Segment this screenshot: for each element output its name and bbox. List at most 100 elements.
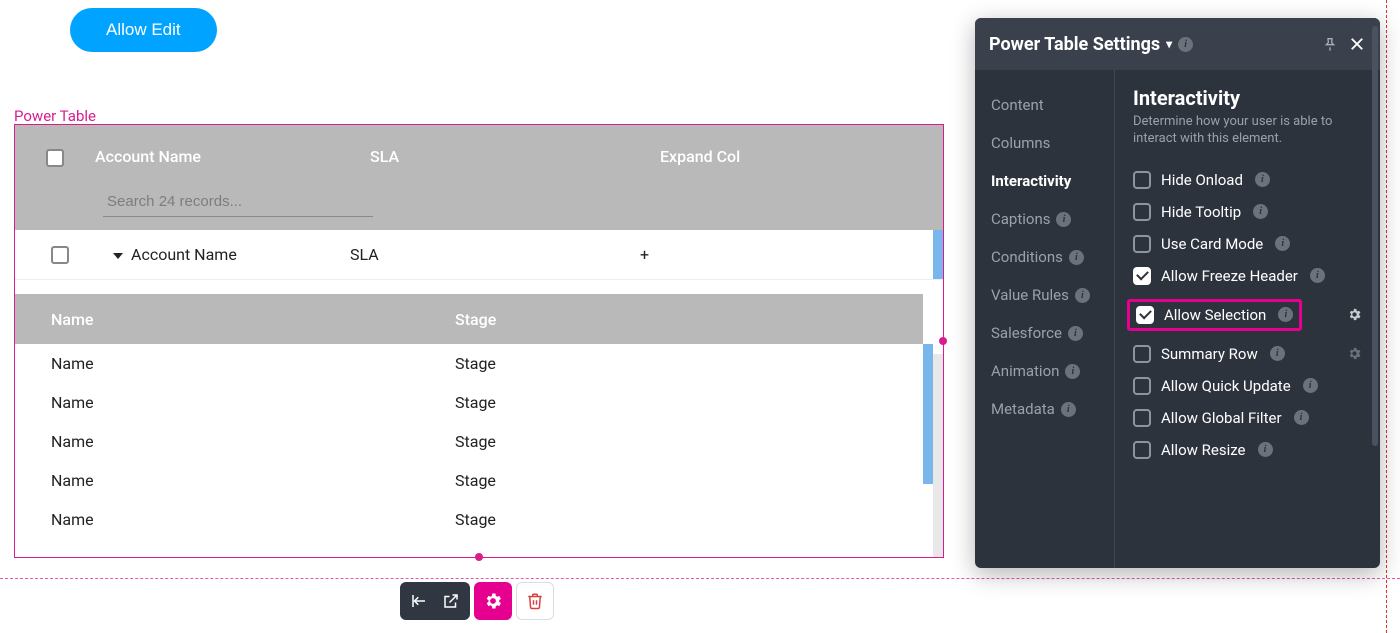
group-row[interactable]: Account Name SLA + (15, 230, 943, 280)
option-hide-tooltip[interactable]: Hide Tooltip i (1133, 196, 1362, 228)
table-row[interactable]: NameStage (15, 344, 923, 383)
option-allow-resize[interactable]: Allow Resize i (1133, 434, 1362, 466)
settings-title-text: Power Table Settings (989, 34, 1160, 55)
select-all-checkbox[interactable] (46, 149, 64, 167)
outer-scrollbar-track[interactable] (933, 354, 943, 557)
inner-body: NameStage NameStage NameStage NameStage … (15, 344, 943, 539)
nav-content[interactable]: Content (975, 86, 1114, 124)
nav-metadata-label: Metadata (991, 400, 1055, 418)
info-icon[interactable]: i (1310, 268, 1325, 283)
info-icon[interactable]: i (1056, 212, 1071, 227)
settings-header: Power Table Settings ▾ i (975, 18, 1380, 70)
nav-columns[interactable]: Columns (975, 124, 1114, 162)
info-icon[interactable]: i (1068, 326, 1083, 341)
checkbox[interactable] (1133, 409, 1151, 427)
resize-handle-bottom[interactable] (475, 553, 483, 561)
info-icon[interactable]: i (1069, 250, 1084, 265)
option-summary-row[interactable]: Summary Row i (1133, 338, 1362, 370)
checkbox[interactable] (1136, 306, 1154, 324)
caret-down-icon[interactable] (113, 253, 123, 259)
checkbox[interactable] (1133, 203, 1151, 221)
cell-name: Name (15, 471, 455, 490)
info-icon[interactable]: i (1258, 442, 1273, 457)
inner-header: Name Stage (15, 294, 923, 344)
option-label: Hide Onload (1161, 171, 1243, 189)
option-gear-icon[interactable] (1347, 307, 1362, 322)
option-label: Allow Freeze Header (1161, 267, 1298, 285)
cell-name: Name (15, 354, 455, 373)
col-account-name[interactable]: Account Name (95, 147, 370, 166)
group-account-name[interactable]: Account Name (85, 245, 350, 264)
horizontal-guide (0, 578, 1400, 579)
group-scrollbar[interactable] (933, 230, 943, 279)
settings-button[interactable] (474, 582, 512, 620)
chevron-down-icon[interactable]: ▾ (1166, 37, 1172, 51)
settings-panel: Power Table Settings ▾ i Content Columns… (975, 18, 1380, 568)
option-gear-icon[interactable] (1347, 346, 1362, 361)
nav-animation[interactable]: Animationi (975, 352, 1114, 390)
inner-col-stage[interactable]: Stage (455, 310, 496, 329)
checkbox[interactable] (1133, 267, 1151, 285)
nav-value-rules[interactable]: Value Rulesi (975, 276, 1114, 314)
option-hide-onload[interactable]: Hide Onload i (1133, 164, 1362, 196)
option-use-card-mode[interactable]: Use Card Mode i (1133, 228, 1362, 260)
info-icon[interactable]: i (1303, 378, 1318, 393)
cell-stage: Stage (455, 432, 496, 451)
option-allow-global-filter[interactable]: Allow Global Filter i (1133, 402, 1362, 434)
open-external-icon[interactable] (442, 592, 460, 610)
option-allow-quick-update[interactable]: Allow Quick Update i (1133, 370, 1362, 402)
info-icon[interactable]: i (1075, 288, 1090, 303)
collapse-icon[interactable] (410, 592, 428, 610)
checkbox[interactable] (1133, 345, 1151, 363)
search-input[interactable] (103, 187, 373, 217)
nav-conditions-label: Conditions (991, 248, 1063, 266)
info-icon[interactable]: i (1275, 236, 1290, 251)
info-icon[interactable]: i (1278, 307, 1293, 322)
col-sla[interactable]: SLA (370, 147, 660, 166)
info-icon[interactable]: i (1255, 172, 1270, 187)
info-icon[interactable]: i (1061, 402, 1076, 417)
cell-stage: Stage (455, 471, 496, 490)
checkbox[interactable] (1133, 441, 1151, 459)
checkbox[interactable] (1133, 235, 1151, 253)
settings-title[interactable]: Power Table Settings ▾ (989, 34, 1172, 55)
nav-captions[interactable]: Captions i (975, 200, 1114, 238)
cell-stage: Stage (455, 354, 496, 373)
info-icon[interactable]: i (1294, 410, 1309, 425)
option-allow-selection[interactable]: Allow Selection i (1133, 292, 1362, 338)
allow-edit-button[interactable]: Allow Edit (70, 8, 217, 52)
delete-button[interactable] (516, 582, 554, 620)
cell-name: Name (15, 510, 455, 529)
nav-metadata[interactable]: Metadata i (975, 390, 1114, 428)
nav-salesforce[interactable]: Salesforcei (975, 314, 1114, 352)
cell-stage: Stage (455, 393, 496, 412)
group-expand[interactable]: + (640, 245, 649, 264)
section-title: Interactivity (1133, 86, 1362, 110)
pin-icon[interactable] (1322, 36, 1338, 52)
option-allow-freeze-header[interactable]: Allow Freeze Header i (1133, 260, 1362, 292)
nav-interactivity[interactable]: Interactivity (975, 162, 1114, 200)
info-icon[interactable]: i (1270, 346, 1285, 361)
table-row[interactable]: NameStage (15, 461, 923, 500)
nav-captions-label: Captions (991, 210, 1050, 228)
info-icon[interactable]: i (1065, 364, 1080, 379)
nav-conditions[interactable]: Conditions i (975, 238, 1114, 276)
element-toolbar (400, 582, 554, 620)
group-sla: SLA (350, 245, 640, 264)
option-label: Summary Row (1161, 345, 1258, 363)
info-icon[interactable]: i (1178, 37, 1193, 52)
col-expand[interactable]: Expand Col (660, 147, 740, 166)
inner-scrollbar[interactable] (923, 344, 933, 484)
panel-scrollbar[interactable] (1372, 26, 1378, 446)
table-row[interactable]: NameStage (15, 422, 923, 461)
table-row[interactable]: NameStage (15, 383, 923, 422)
table-row[interactable]: NameStage (15, 500, 923, 539)
checkbox[interactable] (1133, 377, 1151, 395)
info-icon[interactable]: i (1253, 204, 1268, 219)
cell-stage: Stage (455, 510, 496, 529)
checkbox[interactable] (1133, 171, 1151, 189)
inner-col-name[interactable]: Name (15, 310, 455, 329)
close-icon[interactable] (1348, 35, 1366, 53)
power-table-container[interactable]: Account Name SLA Expand Col Account Name… (14, 124, 944, 558)
row-checkbox[interactable] (51, 246, 69, 264)
